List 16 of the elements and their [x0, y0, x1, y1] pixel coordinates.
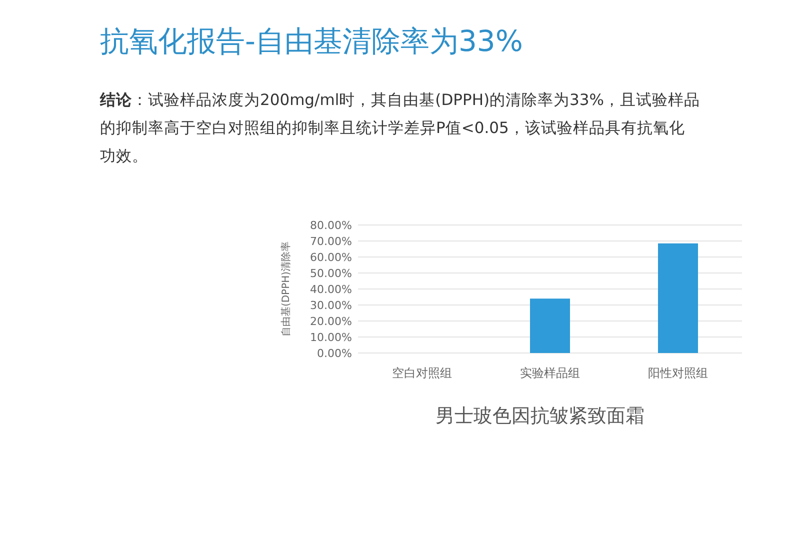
- y-tick-label: 80.00%: [310, 219, 352, 232]
- y-tick-label: 60.00%: [310, 251, 352, 264]
- chart-title: 抗氧化报告-自由基清除率为33%: [100, 23, 523, 60]
- chart-subtitle: 结论：试验样品浓度为200mg/ml时，其自由基(DPPH)的清除率为33%，且试验样品的抑制率高于空白对照组的抑制率且统计学差异P值<0.05，该试验样品具有抗氧化功效。: [100, 91, 700, 165]
- y-tick-label: 10.00%: [310, 331, 352, 344]
- y-tick-label: 70.00%: [310, 235, 352, 248]
- y-tick-label: 50.00%: [310, 267, 352, 280]
- y-tick-label: 0.00%: [317, 347, 352, 360]
- x-tick-label: 实验样品组: [520, 366, 580, 380]
- y-axis-title: 自由基(DPPH)清除率: [280, 241, 292, 337]
- y-tick-label: 30.00%: [310, 299, 352, 312]
- x-axis-title: 男士玻色因抗皱紧致面霜: [436, 405, 644, 427]
- x-tick-label: 阳性对照组: [648, 366, 708, 380]
- y-tick-label: 40.00%: [310, 283, 352, 296]
- x-tick-label: 空白对照组: [392, 366, 452, 380]
- y-tick-label: 20.00%: [310, 315, 352, 328]
